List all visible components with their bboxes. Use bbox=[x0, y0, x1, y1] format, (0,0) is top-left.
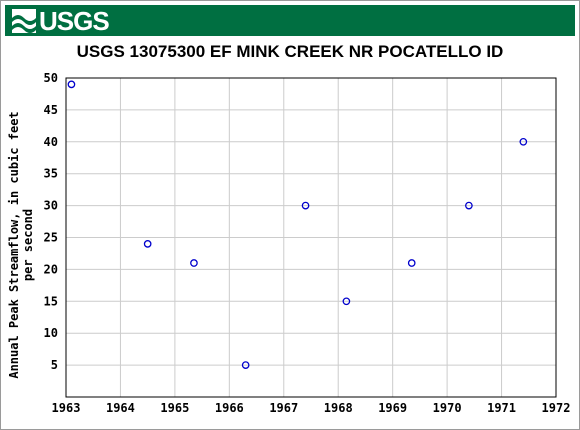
data-point bbox=[342, 297, 351, 306]
data-point bbox=[241, 361, 250, 369]
y-tick-label: 45 bbox=[44, 103, 58, 117]
y-tick-label: 15 bbox=[44, 294, 58, 308]
y-tick-label: 50 bbox=[44, 71, 58, 85]
y-tick-label: 25 bbox=[44, 231, 58, 245]
usgs-wave-logo-icon bbox=[12, 9, 36, 33]
data-point bbox=[465, 201, 473, 210]
usgs-logo-text: USGS bbox=[39, 6, 110, 36]
x-tick-label: 1969 bbox=[378, 401, 407, 415]
chart-title: USGS 13075300 EF MINK CREEK NR POCATELLO… bbox=[76, 42, 504, 61]
y-tick-label: 40 bbox=[44, 135, 58, 149]
usgs-banner: USGS bbox=[5, 5, 575, 36]
x-tick-label: 1968 bbox=[324, 401, 353, 415]
y-axis-label-line-2: per second bbox=[21, 209, 35, 281]
x-tick-label: 1966 bbox=[215, 401, 244, 415]
x-tick-label: 1964 bbox=[106, 401, 135, 415]
y-tick-label: 10 bbox=[44, 326, 58, 340]
data-point bbox=[143, 240, 152, 248]
plot-area-border bbox=[65, 77, 557, 398]
y-tick-label: 5 bbox=[51, 358, 58, 372]
data-point bbox=[67, 80, 76, 89]
x-tick-label: 1972 bbox=[542, 401, 571, 415]
data-point bbox=[301, 201, 310, 210]
x-tick-label: 1965 bbox=[160, 401, 189, 415]
data-point bbox=[519, 137, 528, 146]
y-tick-labels: 5 10 15 20 25 30 35 40 45 50 bbox=[44, 71, 58, 372]
data-point bbox=[407, 259, 416, 267]
y-tick-label: 20 bbox=[44, 262, 58, 276]
y-tick-label: 35 bbox=[44, 167, 58, 181]
data-points bbox=[67, 80, 528, 369]
x-tick-label: 1970 bbox=[433, 401, 462, 415]
data-point bbox=[190, 259, 198, 267]
x-tick-labels: 1963 1964 1965 1966 1967 1968 1969 1970 1971 1972 bbox=[52, 401, 571, 415]
x-tick-label: 1963 bbox=[52, 401, 81, 415]
y-axis-label-line-1: Annual Peak Streamflow, in cubic feet bbox=[7, 111, 21, 378]
x-tick-label: 1967 bbox=[269, 401, 298, 415]
grid-lines bbox=[65, 77, 557, 397]
y-tick-label: 30 bbox=[44, 199, 58, 213]
x-tick-label: 1971 bbox=[487, 401, 516, 415]
